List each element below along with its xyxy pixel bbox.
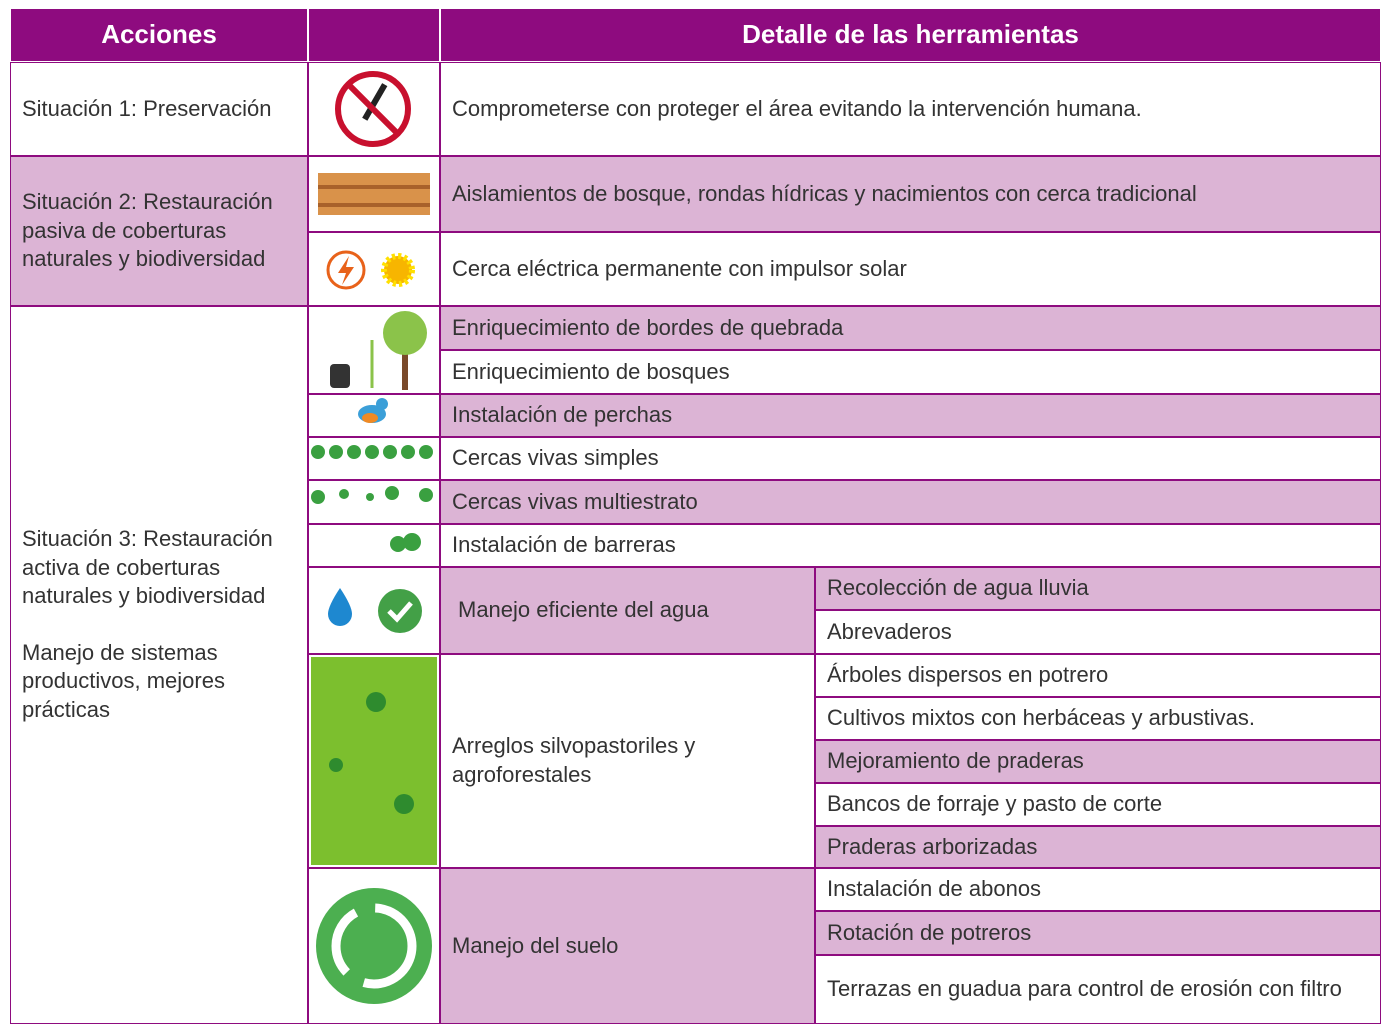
icon-cell xyxy=(308,524,440,567)
tool-cell-text: Comprometerse con proteger el área evita… xyxy=(452,95,1142,124)
item-cell-text: Recolección de agua lluvia xyxy=(827,574,1089,603)
tool-cell: Comprometerse con proteger el área evita… xyxy=(440,62,1381,156)
item-cell-text: Árboles dispersos en potrero xyxy=(827,661,1108,690)
situation-cell: Situación 2: Restauración pasiva de cobe… xyxy=(10,156,308,306)
item-cell: Instalación de abonos xyxy=(815,868,1381,911)
item-cell: Abrevaderos xyxy=(815,610,1381,654)
group-cell: Manejo del suelo xyxy=(440,868,815,1024)
item-cell: Bancos de forraje y pasto de corte xyxy=(815,783,1381,826)
icon-cell xyxy=(308,62,440,156)
item-cell-text: Terrazas en guadua para control de erosi… xyxy=(827,975,1342,1004)
icon-cell xyxy=(308,232,440,306)
item-cell-text: Bancos de forraje y pasto de corte xyxy=(827,790,1162,819)
item-cell: Recolección de agua lluvia xyxy=(815,567,1381,610)
icon-cell xyxy=(308,654,440,868)
tool-cell: Instalación de perchas xyxy=(440,394,1381,437)
icon-cell xyxy=(308,394,440,437)
group-cell-text: Manejo del suelo xyxy=(452,932,618,961)
item-cell: Terrazas en guadua para control de erosi… xyxy=(815,955,1381,1024)
header-cell-text: Detalle de las herramientas xyxy=(742,18,1079,52)
item-cell-text: Mejoramiento de praderas xyxy=(827,747,1084,776)
tool-cell-text: Enriquecimiento de bosques xyxy=(452,358,730,387)
icon-cell xyxy=(308,868,440,1024)
tool-cell: Cercas vivas multiestrato xyxy=(440,480,1381,524)
item-cell: Árboles dispersos en potrero xyxy=(815,654,1381,697)
icon-cell xyxy=(308,480,440,524)
situation-cell-text: Situación 1: Preservación xyxy=(22,95,271,124)
item-cell: Cultivos mixtos con herbáceas y arbustiv… xyxy=(815,697,1381,740)
header-cell xyxy=(308,8,440,62)
tool-cell: Cercas vivas simples xyxy=(440,437,1381,480)
situation-cell-text: Situación 2: Restauración pasiva de cobe… xyxy=(22,188,296,274)
group-cell: Manejo eficiente del agua xyxy=(440,567,815,654)
icon-cell xyxy=(308,306,440,394)
tool-cell: Cerca eléctrica permanente con impulsor … xyxy=(440,232,1381,306)
header-cell: Detalle de las herramientas xyxy=(440,8,1381,62)
tool-cell-text: Cercas vivas simples xyxy=(452,444,659,473)
tool-cell-text: Aislamientos de bosque, rondas hídricas … xyxy=(452,180,1197,209)
tool-cell-text: Instalación de perchas xyxy=(452,401,672,430)
page: Terrazas en guadua para control de erosi… xyxy=(0,0,1381,1024)
item-cell: Rotación de potreros xyxy=(815,911,1381,955)
item-cell-text: Cultivos mixtos con herbáceas y arbustiv… xyxy=(827,704,1255,733)
situation-cell-text: Manejo de sistemas productivos, mejores … xyxy=(22,639,296,725)
group-cell-text: Manejo eficiente del agua xyxy=(458,596,709,625)
item-cell: Praderas arborizadas xyxy=(815,826,1381,868)
tool-cell: Instalación de barreras xyxy=(440,524,1381,567)
header-cell: Acciones xyxy=(10,8,308,62)
group-cell: Arreglos silvopastoriles y agroforestale… xyxy=(440,654,815,868)
tool-cell: Aislamientos de bosque, rondas hídricas … xyxy=(440,156,1381,232)
icon-cell xyxy=(308,156,440,232)
situation-cell: Situación 1: Preservación xyxy=(10,62,308,156)
item-cell: Mejoramiento de praderas xyxy=(815,740,1381,783)
icon-cell xyxy=(308,437,440,480)
group-cell-text: Arreglos silvopastoriles y agroforestale… xyxy=(452,732,803,789)
item-cell-text: Abrevaderos xyxy=(827,618,952,647)
tool-cell: Enriquecimiento de bordes de quebrada xyxy=(440,306,1381,350)
tool-cell-text: Instalación de barreras xyxy=(452,531,676,560)
item-cell-text: Rotación de potreros xyxy=(827,919,1031,948)
tool-cell: Enriquecimiento de bosques xyxy=(440,350,1381,394)
tool-cell-text: Cerca eléctrica permanente con impulsor … xyxy=(452,255,907,284)
situation-cell: Situación 3: Restauración activa de cobe… xyxy=(10,306,308,1024)
item-cell-text: Praderas arborizadas xyxy=(827,833,1037,862)
icon-cell xyxy=(308,567,440,654)
header-cell-text: Acciones xyxy=(101,18,217,52)
item-cell-text: Instalación de abonos xyxy=(827,875,1041,904)
tool-cell-text: Cercas vivas multiestrato xyxy=(452,488,698,517)
situation-cell-text: Situación 3: Restauración activa de cobe… xyxy=(22,525,296,611)
tool-cell-text: Enriquecimiento de bordes de quebrada xyxy=(452,314,843,343)
